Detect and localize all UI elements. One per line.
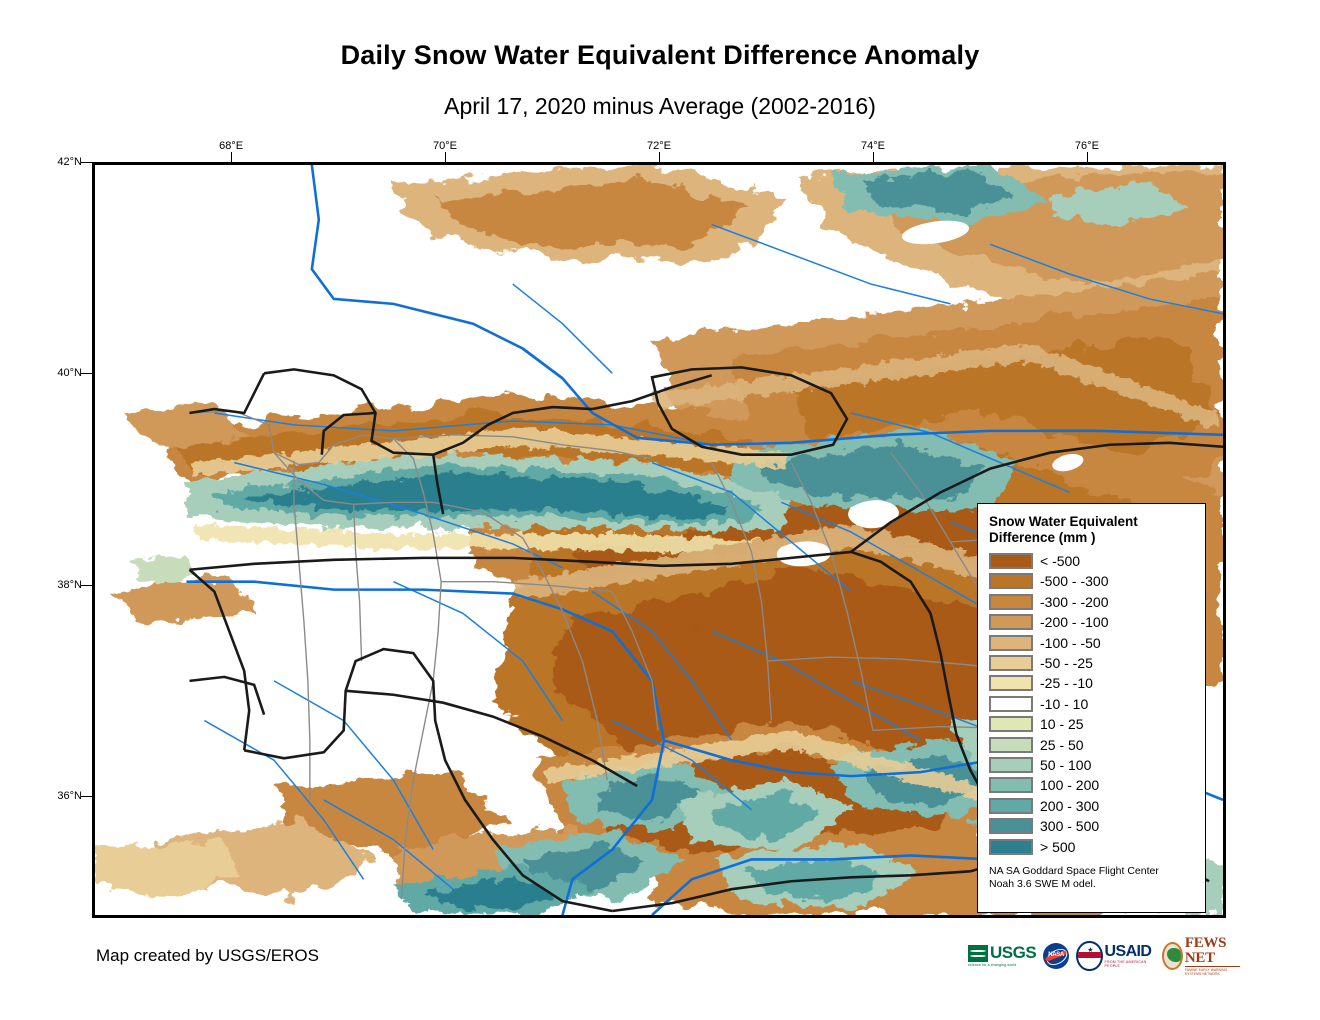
legend-swatch	[989, 553, 1033, 570]
page-title: Daily Snow Water Equivalent Difference A…	[340, 40, 980, 70]
legend-row: < -500	[989, 551, 1205, 571]
legend-swatch	[989, 716, 1033, 733]
lon-tick-label: 68°E	[219, 140, 244, 152]
legend-label: > 500	[1040, 838, 1076, 855]
legend-swatch	[989, 614, 1033, 631]
legend-class-list: < -500 -500 - -300 -300 - -200 -200 - -100 -…	[989, 551, 1205, 857]
legend-label: -50 - -25	[1040, 654, 1093, 671]
legend-row: -300 - -200	[989, 592, 1205, 612]
lat-tick-label: 38°N	[57, 578, 82, 591]
legend-row: 50 - 100	[989, 755, 1205, 775]
legend-label: 100 - 200	[1040, 777, 1100, 794]
lon-tick-label: 72°E	[647, 140, 671, 152]
legend-row: 200 - 300	[989, 796, 1205, 816]
map-credit: Map created by USGS/EROS	[96, 946, 319, 965]
legend-row: -500 - -300	[989, 571, 1205, 591]
legend-label: 10 - 25	[1040, 716, 1084, 733]
usaid-band-icon	[1078, 952, 1101, 958]
lat-tick-label: 36°N	[57, 790, 82, 803]
nasa-meatball-icon: NASA	[1043, 943, 1070, 969]
lon-tick-mark	[231, 152, 233, 163]
legend-swatch	[989, 654, 1033, 671]
lat-tick-label: 42°N	[57, 156, 82, 168]
legend-row: 10 - 25	[989, 714, 1205, 734]
legend-swatch	[989, 593, 1033, 610]
legend-label: -25 - -10	[1040, 675, 1093, 692]
legend-label: 50 - 100	[1040, 756, 1092, 773]
lon-tick-label: 70°E	[433, 140, 458, 152]
legend-title-line1: Snow Water Equivalent	[989, 514, 1138, 529]
legend-label: -10 - 10	[1040, 695, 1089, 712]
fewsnet-landmass-icon	[1166, 948, 1181, 962]
legend-source-line1: NA SA Goddard Space Flight Center	[989, 864, 1159, 877]
usaid-star-icon: ★	[1087, 947, 1094, 954]
usgs-tagline: science for a changing world	[968, 963, 1017, 967]
legend-title-line2: Difference (mm )	[989, 529, 1096, 545]
legend-swatch	[989, 838, 1033, 855]
fewsnet-globe-icon	[1161, 942, 1183, 970]
legend-source-line2: Noah 3.6 SWE M odel.	[989, 878, 1096, 891]
usgs-logo[interactable]: USGS science for a changing world	[968, 939, 1037, 973]
lon-tick-mark	[445, 152, 447, 163]
legend-label: < -500	[1040, 553, 1081, 570]
map-legend: Snow Water Equivalent Difference (mm ) <…	[977, 503, 1206, 913]
legend-swatch	[989, 736, 1033, 753]
lat-tick-mark	[81, 796, 92, 798]
legend-label: -100 - -50	[1040, 634, 1101, 651]
legend-swatch	[989, 573, 1033, 590]
fewsnet-tagline: FAMINE EARLY WARNING SYSTEMS NETWORK	[1184, 967, 1228, 976]
lat-tick-label: 40°N	[57, 367, 82, 380]
legend-row: 100 - 200	[989, 775, 1205, 795]
legend-swatch	[989, 634, 1033, 651]
legend-row: > 500	[989, 836, 1205, 856]
lon-tick-mark	[1086, 152, 1088, 163]
legend-row: -200 - -100	[989, 612, 1205, 632]
lon-tick-mark	[872, 152, 874, 163]
usgs-wordmark: USGS	[990, 943, 1037, 963]
usaid-tagline: FROM THE AMERICAN PEOPLE	[1104, 960, 1147, 969]
legend-label: -200 - -100	[1040, 614, 1109, 631]
usaid-wordmark: USAID	[1104, 942, 1152, 960]
lat-tick-mark	[81, 584, 92, 586]
legend-swatch	[989, 675, 1033, 692]
lat-tick-mark	[81, 373, 92, 375]
agency-logos: USGS science for a changing world NASA ★…	[968, 936, 1240, 976]
usgs-wave-icon	[968, 945, 988, 962]
usaid-logo[interactable]: ★ USAID FROM THE AMERICAN PEOPLE	[1076, 939, 1155, 973]
legend-swatch	[989, 777, 1033, 794]
legend-swatch	[989, 695, 1033, 712]
lon-tick-label: 76°E	[1074, 140, 1099, 152]
usaid-seal-icon: ★	[1076, 941, 1103, 971]
legend-label: 200 - 300	[1040, 797, 1100, 814]
legend-label: 25 - 50	[1040, 736, 1084, 753]
legend-swatch	[989, 818, 1033, 835]
legend-label: -500 - -300	[1040, 573, 1109, 590]
legend-label: 300 - 500	[1040, 818, 1100, 835]
legend-swatch	[989, 756, 1033, 773]
legend-row: -10 - 10	[989, 694, 1205, 714]
legend-swatch	[989, 797, 1033, 814]
legend-row: -100 - -50	[989, 632, 1205, 652]
legend-row: 300 - 500	[989, 816, 1205, 836]
lat-tick-mark	[81, 162, 92, 163]
legend-label: -300 - -200	[1040, 593, 1109, 610]
legend-row: -50 - -25	[989, 653, 1205, 673]
lon-tick-label: 74°E	[860, 140, 885, 152]
legend-row: 25 - 50	[989, 734, 1205, 754]
legend-source-note: NA SA Goddard Space Flight Center Noah 3…	[989, 865, 1194, 892]
nasa-wordmark: NASA	[1048, 952, 1064, 958]
page-subtitle: April 17, 2020 minus Average (2002-2016)	[444, 93, 876, 119]
nasa-logo[interactable]: NASA	[1043, 939, 1070, 973]
fewsnet-wordmark: FEWS NET	[1184, 936, 1240, 967]
legend-row: -25 - -10	[989, 673, 1205, 693]
fewsnet-logo[interactable]: FEWS NET FAMINE EARLY WARNING SYSTEMS NE…	[1161, 936, 1240, 976]
legend-title: Snow Water Equivalent Difference (mm )	[989, 514, 1189, 546]
lon-tick-mark	[659, 152, 660, 163]
